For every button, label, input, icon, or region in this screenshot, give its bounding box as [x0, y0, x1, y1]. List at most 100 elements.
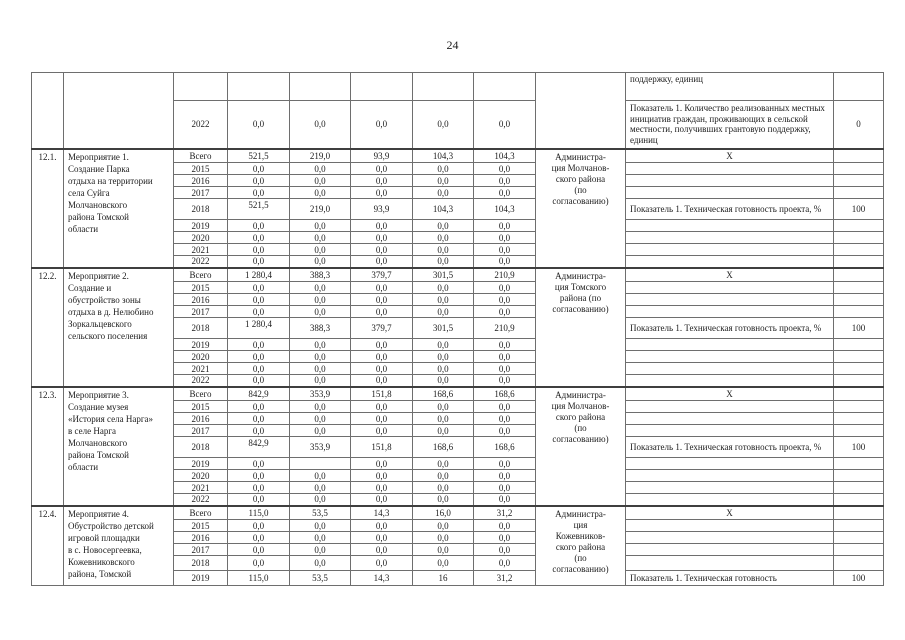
value-cell: 0,0: [412, 543, 474, 556]
year-cell: 2021: [173, 481, 228, 494]
value-cell: 16,0: [412, 504, 474, 520]
indicator-value-cell: [833, 293, 884, 306]
value-cell: 0,0: [350, 281, 413, 294]
indicator-value-cell: [833, 255, 884, 268]
indicator-value-cell: 100: [833, 436, 884, 458]
table-row: 2020 0,0 0,0 0,0 0,0 0,0: [32, 469, 884, 482]
program-table: поддержку, единиц 2022 0,0 0,0 0,0 0,0 0,0 Пока…: [31, 72, 884, 586]
value-cell: 0,0: [412, 519, 474, 532]
year-cell: 2018: [173, 198, 228, 220]
value-cell: 0,0: [350, 469, 413, 482]
value-cell: 0,0: [227, 362, 290, 375]
value-cell: 31,2: [473, 504, 536, 520]
value-cell: [350, 72, 413, 101]
executor-cell: Администра- ция Молчанов- ского района (…: [535, 147, 626, 268]
value-cell: 0,0: [412, 338, 474, 351]
indicator-cell: [625, 531, 834, 544]
value-cell: 0,0: [412, 243, 474, 256]
value-cell: 168,6: [473, 385, 536, 401]
value-cell: 0,0: [473, 186, 536, 199]
value-cell: 0,0: [412, 281, 474, 294]
activity-name-cell: Мероприятие 3. Создание музея «История с…: [63, 385, 174, 506]
value-cell: 301,5: [412, 317, 474, 339]
value-cell: 0,0: [350, 374, 413, 387]
value-cell: 0,0: [473, 100, 536, 149]
activity-name-cell: Мероприятие 2. Создание и обустройство з…: [63, 266, 174, 387]
value-cell: [289, 457, 351, 470]
value-cell: 0,0: [227, 374, 290, 387]
value-cell: 0,0: [227, 100, 290, 149]
value-cell: 0,0: [412, 231, 474, 244]
indicator-cell: [625, 362, 834, 375]
value-cell: 0,0: [289, 493, 351, 506]
year-cell: 2015: [173, 400, 228, 413]
value-cell: 0,0: [473, 412, 536, 425]
indicator-cell: Показатель 1. Техническая готовность: [625, 570, 834, 586]
table-row: поддержку, единиц: [31, 72, 884, 149]
value-cell: 0,0: [412, 362, 474, 375]
value-cell: 388,3: [289, 266, 351, 282]
year-cell: [173, 72, 228, 101]
year-cell: 2016: [173, 412, 228, 425]
value-cell: 0,0: [289, 174, 351, 187]
value-cell: 0,0: [289, 469, 351, 482]
year-cell: 2017: [173, 424, 228, 437]
indicator-value-cell: [833, 555, 884, 571]
year-cell: 2020: [173, 231, 228, 244]
indicator-value-cell: [833, 469, 884, 482]
indicator-cell: [625, 469, 834, 482]
value-cell: 0,0: [289, 412, 351, 425]
value-cell: 1 280,4: [227, 266, 290, 282]
program-table-body: поддержку, единиц 2022 0,0 0,0 0,0 0,0 0,0 Пока…: [31, 72, 884, 586]
value-cell: 0,0: [227, 400, 290, 413]
value-cell: 0,0: [227, 493, 290, 506]
indicator-cell: Х: [625, 266, 834, 282]
indicator-value-cell: 100: [833, 570, 884, 586]
year-cell: 2022: [173, 493, 228, 506]
row-number-cell: 12.2.: [31, 266, 64, 387]
year-cell: 2018: [173, 555, 228, 571]
indicator-cell: [625, 281, 834, 294]
indicator-value-cell: [833, 266, 884, 282]
value-cell: 0,0: [227, 350, 290, 363]
year-cell: 2017: [173, 543, 228, 556]
value-cell: 0,0: [412, 481, 474, 494]
table-row: 2022 0,0 0,0 0,0 0,0 0,0: [32, 255, 884, 268]
value-cell: 0,0: [227, 424, 290, 437]
value-cell: 0,0: [473, 469, 536, 482]
indicator-value-cell: [833, 162, 884, 175]
year-cell: Всего: [173, 266, 228, 282]
value-cell: 104,3: [412, 198, 474, 220]
value-cell: 0,0: [227, 186, 290, 199]
indicator-value-cell: [833, 243, 884, 256]
indicator-value-cell: [833, 231, 884, 244]
value-cell: 0,0: [227, 543, 290, 556]
year-cell: 2019: [173, 570, 228, 586]
value-cell: 0,0: [412, 219, 474, 232]
indicator-cell: [625, 162, 834, 175]
indicator-cell: [625, 374, 834, 387]
value-cell: 0,0: [473, 362, 536, 375]
value-cell: 0,0: [289, 281, 351, 294]
value-cell: 0,0: [289, 338, 351, 351]
value-cell: 0,0: [289, 481, 351, 494]
value-cell: 0,0: [350, 543, 413, 556]
indicator-value-cell: [833, 350, 884, 363]
value-cell: 168,6: [473, 436, 536, 458]
value-cell: 0,0: [350, 519, 413, 532]
table-row: 2017 0,0 0,0 0,0 0,0 0,0: [32, 543, 884, 556]
value-cell: 0,0: [289, 424, 351, 437]
value-cell: 0,0: [289, 531, 351, 544]
value-cell: 0,0: [289, 231, 351, 244]
value-cell: 0,0: [412, 100, 474, 149]
value-cell: 0,0: [473, 338, 536, 351]
value-cell: 0,0: [227, 162, 290, 175]
table-row: 2017 0,0 0,0 0,0 0,0 0,0: [32, 186, 884, 199]
indicator-value-cell: [833, 481, 884, 494]
value-cell: 0,0: [350, 162, 413, 175]
value-cell: 115,0: [227, 504, 290, 520]
value-cell: 0,0: [289, 305, 351, 318]
activity-name-cell: Мероприятие 1. Создание Парка отдыха на …: [63, 147, 174, 268]
value-cell: 0,0: [227, 457, 290, 470]
